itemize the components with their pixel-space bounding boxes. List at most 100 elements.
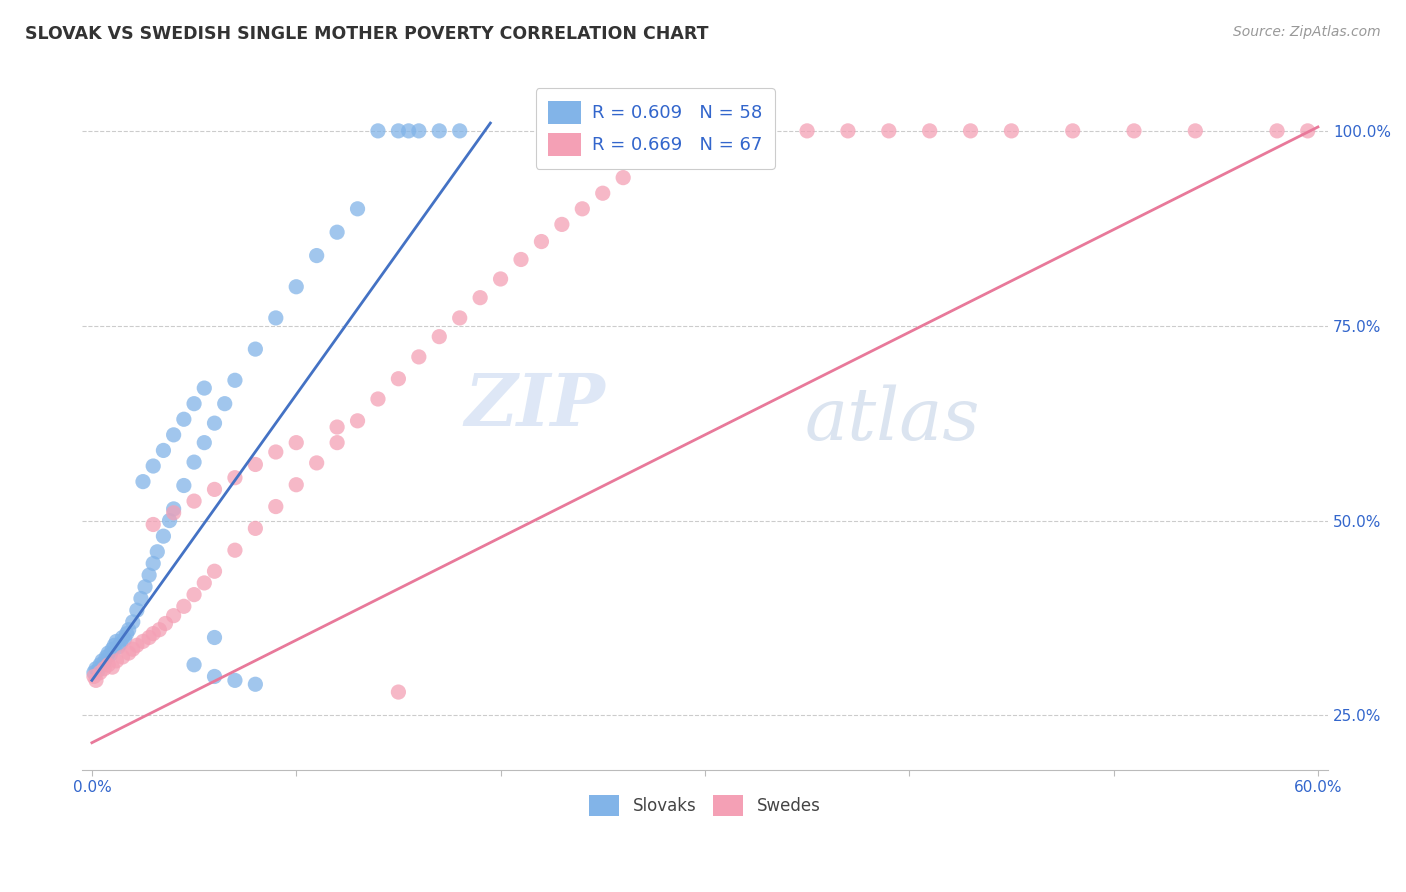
Point [326, 225, 349, 239]
Point [877, 124, 900, 138]
Point [305, 249, 328, 263]
Point [264, 445, 287, 459]
Point [173, 412, 195, 426]
Point [138, 631, 160, 645]
Point [346, 414, 368, 428]
Point [121, 642, 143, 657]
Point [111, 650, 134, 665]
Point [571, 202, 593, 216]
Point [183, 397, 205, 411]
Point [93, 656, 115, 670]
Point [111, 631, 134, 645]
Point [264, 310, 287, 325]
Point [142, 517, 165, 532]
Point [204, 483, 226, 497]
Point [264, 500, 287, 514]
Point [510, 252, 533, 267]
Point [84, 673, 107, 688]
Point [183, 588, 205, 602]
Point [305, 456, 328, 470]
Point [204, 631, 226, 645]
Text: SLOVAK VS SWEDISH SINGLE MOTHER POVERTY CORRELATION CHART: SLOVAK VS SWEDISH SINGLE MOTHER POVERTY … [25, 25, 709, 43]
Point [592, 186, 614, 201]
Point [96, 650, 118, 665]
Point [245, 458, 267, 472]
Point [162, 506, 184, 520]
Point [387, 685, 409, 699]
Point [326, 435, 349, 450]
Point [1296, 124, 1319, 138]
Point [148, 623, 170, 637]
Point [367, 124, 389, 138]
Point [101, 642, 124, 657]
Point [204, 416, 226, 430]
Point [83, 669, 105, 683]
Point [224, 673, 246, 688]
Point [142, 557, 165, 571]
Point [633, 155, 655, 169]
Point [162, 502, 184, 516]
Point [114, 632, 136, 646]
Point [97, 657, 120, 672]
Point [115, 626, 138, 640]
Point [734, 124, 756, 138]
Point [204, 564, 226, 578]
Point [84, 662, 107, 676]
Point [152, 443, 174, 458]
Point [173, 478, 195, 492]
Point [159, 514, 181, 528]
Point [132, 634, 155, 648]
Point [326, 420, 349, 434]
Text: atlas: atlas [804, 384, 980, 455]
Point [89, 665, 111, 680]
Point [146, 545, 169, 559]
Point [245, 342, 267, 356]
Point [245, 521, 267, 535]
Point [408, 350, 430, 364]
Point [837, 124, 859, 138]
Point [224, 373, 246, 387]
Point [367, 392, 389, 406]
Point [89, 657, 111, 672]
Point [110, 637, 132, 651]
Point [183, 455, 205, 469]
Text: Source: ZipAtlas.com: Source: ZipAtlas.com [1233, 25, 1381, 39]
Point [87, 663, 110, 677]
Point [105, 634, 128, 648]
Point [83, 665, 105, 680]
Point [204, 669, 226, 683]
Point [101, 660, 124, 674]
Point [408, 124, 430, 138]
Point [285, 435, 308, 450]
Point [693, 124, 716, 138]
Point [1062, 124, 1084, 138]
Point [755, 124, 778, 138]
Point [162, 427, 184, 442]
Point [214, 397, 236, 411]
Point [142, 458, 165, 473]
Point [118, 646, 141, 660]
Text: ZIP: ZIP [464, 369, 605, 441]
Point [125, 638, 148, 652]
Point [129, 591, 152, 606]
Point [612, 170, 634, 185]
Point [162, 608, 184, 623]
Point [97, 646, 120, 660]
Point [652, 139, 675, 153]
Point [134, 580, 156, 594]
Point [468, 291, 491, 305]
Point [98, 648, 121, 662]
Point [1123, 124, 1146, 138]
Point [125, 603, 148, 617]
Point [346, 202, 368, 216]
Point [530, 235, 553, 249]
Point [489, 272, 512, 286]
Point [245, 677, 267, 691]
Point [796, 124, 818, 138]
Point [152, 529, 174, 543]
Point [93, 662, 115, 676]
Point [193, 435, 215, 450]
Point [387, 124, 409, 138]
Point [959, 124, 981, 138]
Point [193, 576, 215, 591]
